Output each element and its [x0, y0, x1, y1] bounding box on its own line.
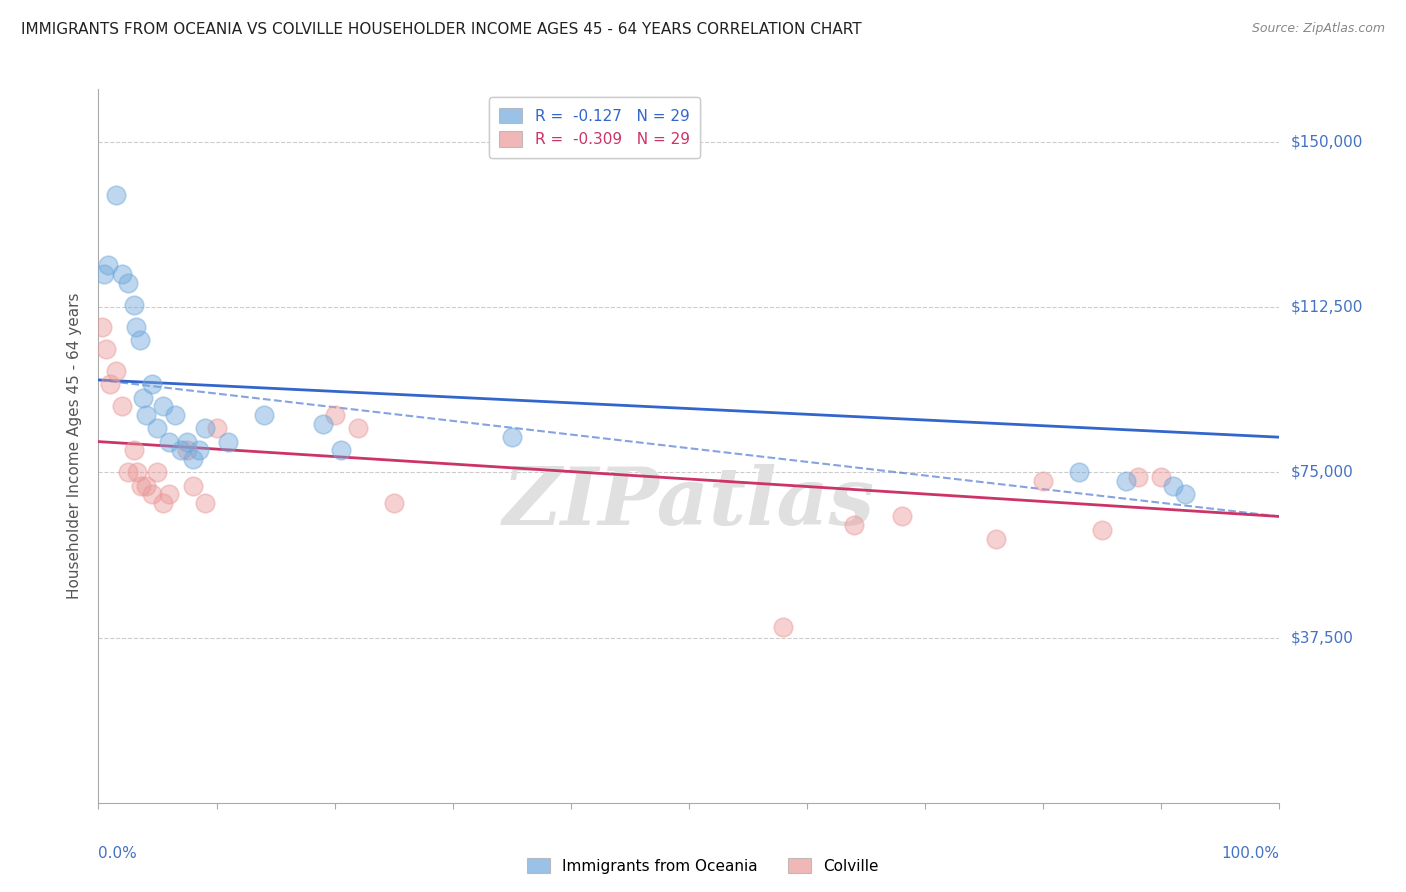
Legend: Immigrants from Oceania, Colville: Immigrants from Oceania, Colville: [520, 852, 886, 880]
Point: [129, 478, 152, 492]
Point: [1115, 475, 1137, 489]
Point: [1067, 466, 1090, 480]
Y-axis label: Householder Income Ages 45 - 64 years: Householder Income Ages 45 - 64 years: [67, 293, 83, 599]
Point: [135, 408, 157, 422]
Point: [181, 452, 204, 467]
Point: [176, 443, 198, 458]
Point: [323, 408, 346, 422]
Point: [165, 408, 187, 422]
Point: [152, 496, 174, 510]
Point: [253, 408, 276, 422]
Point: [97, 259, 120, 273]
Point: [105, 188, 128, 202]
Point: [170, 443, 193, 458]
Text: IMMIGRANTS FROM OCEANIA VS COLVILLE HOUSEHOLDER INCOME AGES 45 - 64 YEARS CORREL: IMMIGRANTS FROM OCEANIA VS COLVILLE HOUS…: [21, 22, 862, 37]
Point: [312, 417, 335, 431]
Point: [890, 509, 912, 524]
Text: ZIPatlas: ZIPatlas: [503, 465, 875, 541]
Point: [125, 320, 148, 334]
Point: [1174, 487, 1197, 501]
Point: [194, 421, 217, 435]
Point: [94, 342, 117, 356]
Point: [844, 518, 866, 533]
Point: [122, 443, 145, 458]
Point: [1161, 478, 1184, 492]
Point: [181, 478, 204, 492]
Point: [146, 421, 169, 435]
Point: [157, 487, 180, 501]
Point: [141, 487, 163, 501]
Point: [111, 400, 134, 414]
Text: Source: ZipAtlas.com: Source: ZipAtlas.com: [1251, 22, 1385, 36]
Legend: R =  -0.127   N = 29, R =  -0.309   N = 29: R = -0.127 N = 29, R = -0.309 N = 29: [489, 97, 700, 158]
Point: [111, 267, 134, 281]
Text: $150,000: $150,000: [1291, 135, 1362, 150]
Point: [501, 430, 523, 444]
Point: [117, 466, 139, 480]
Point: [1150, 470, 1173, 484]
Point: [128, 333, 150, 347]
Point: [382, 496, 405, 510]
Point: [176, 434, 198, 449]
Point: [105, 364, 128, 378]
Point: [141, 377, 163, 392]
Point: [194, 496, 217, 510]
Point: [93, 267, 115, 281]
Text: 100.0%: 100.0%: [1222, 846, 1279, 861]
Point: [98, 377, 121, 392]
Point: [132, 391, 155, 405]
Point: [152, 400, 174, 414]
Point: [187, 443, 209, 458]
Point: [135, 478, 157, 492]
Point: [217, 434, 239, 449]
Text: $37,500: $37,500: [1291, 630, 1354, 645]
Point: [984, 532, 1007, 546]
Point: [91, 320, 114, 334]
Point: [1032, 475, 1054, 489]
Point: [127, 466, 149, 480]
Point: [1091, 523, 1114, 537]
Text: $112,500: $112,500: [1291, 300, 1362, 315]
Point: [1126, 470, 1149, 484]
Point: [157, 434, 180, 449]
Point: [347, 421, 370, 435]
Point: [329, 443, 352, 458]
Point: [122, 298, 145, 312]
Point: [205, 421, 228, 435]
Point: [117, 276, 139, 290]
Text: 0.0%: 0.0%: [98, 846, 138, 861]
Point: [772, 619, 794, 633]
Text: $75,000: $75,000: [1291, 465, 1354, 480]
Point: [146, 466, 169, 480]
